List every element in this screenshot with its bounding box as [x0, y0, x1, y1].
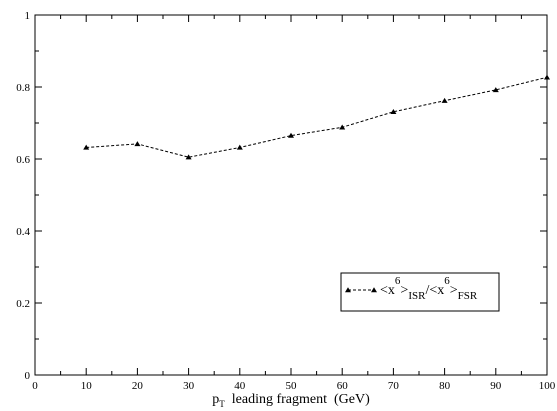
x-tick-label: 50 [286, 380, 298, 392]
x-tick-label: 60 [337, 380, 349, 392]
data-point [83, 144, 90, 150]
data-point [544, 74, 550, 80]
x-tick-label: 70 [388, 380, 400, 392]
y-tick-labels: 0 0.2 0.4 0.6 0.8 1 [16, 10, 30, 382]
data-point [441, 97, 448, 103]
y-tick-label: 1 [25, 10, 31, 22]
y-tick-label: 0 [25, 370, 31, 382]
legend-marker [345, 287, 351, 293]
x-tick-label: 80 [439, 380, 451, 392]
x-tick-label: 20 [132, 380, 144, 392]
x-tick-label: 100 [539, 380, 556, 392]
x-tick-label: 90 [490, 380, 502, 392]
x-tick-label: 10 [81, 380, 93, 392]
y-tick-label: 0.8 [16, 82, 30, 94]
x-tick-labels: 0 10 20 30 40 50 60 70 80 90 100 [32, 380, 556, 392]
series-markers [83, 74, 550, 160]
y-tick-label: 0.2 [16, 298, 30, 310]
x-tick-label: 0 [32, 380, 38, 392]
data-point [492, 87, 499, 93]
legend-label: <x6>ISR/<x6>FSR [380, 275, 478, 302]
data-point [185, 154, 192, 160]
x-axis-title-main: p [212, 392, 219, 407]
data-point [288, 132, 294, 138]
legend: <x6>ISR/<x6>FSR [340, 272, 500, 312]
legend-box [340, 272, 500, 312]
data-point [236, 144, 243, 150]
x-axis-title-sub: T [219, 399, 225, 409]
data-point [134, 141, 141, 147]
y-tick-label: 0.4 [16, 226, 30, 238]
data-point [339, 124, 346, 130]
x-tick-label: 40 [234, 380, 246, 392]
x-tick-label: 30 [183, 380, 195, 392]
data-point [390, 109, 397, 115]
x-axis-title-rest: leading fragment (GeV) [225, 392, 370, 407]
y-tick-label: 0.6 [16, 154, 30, 166]
x-axis-title: pT leading fragment (GeV) [212, 392, 370, 409]
plot-frame [34, 14, 548, 376]
axis-ticks [34, 14, 548, 376]
series-line [86, 76, 548, 158]
legend-marker [371, 287, 377, 293]
